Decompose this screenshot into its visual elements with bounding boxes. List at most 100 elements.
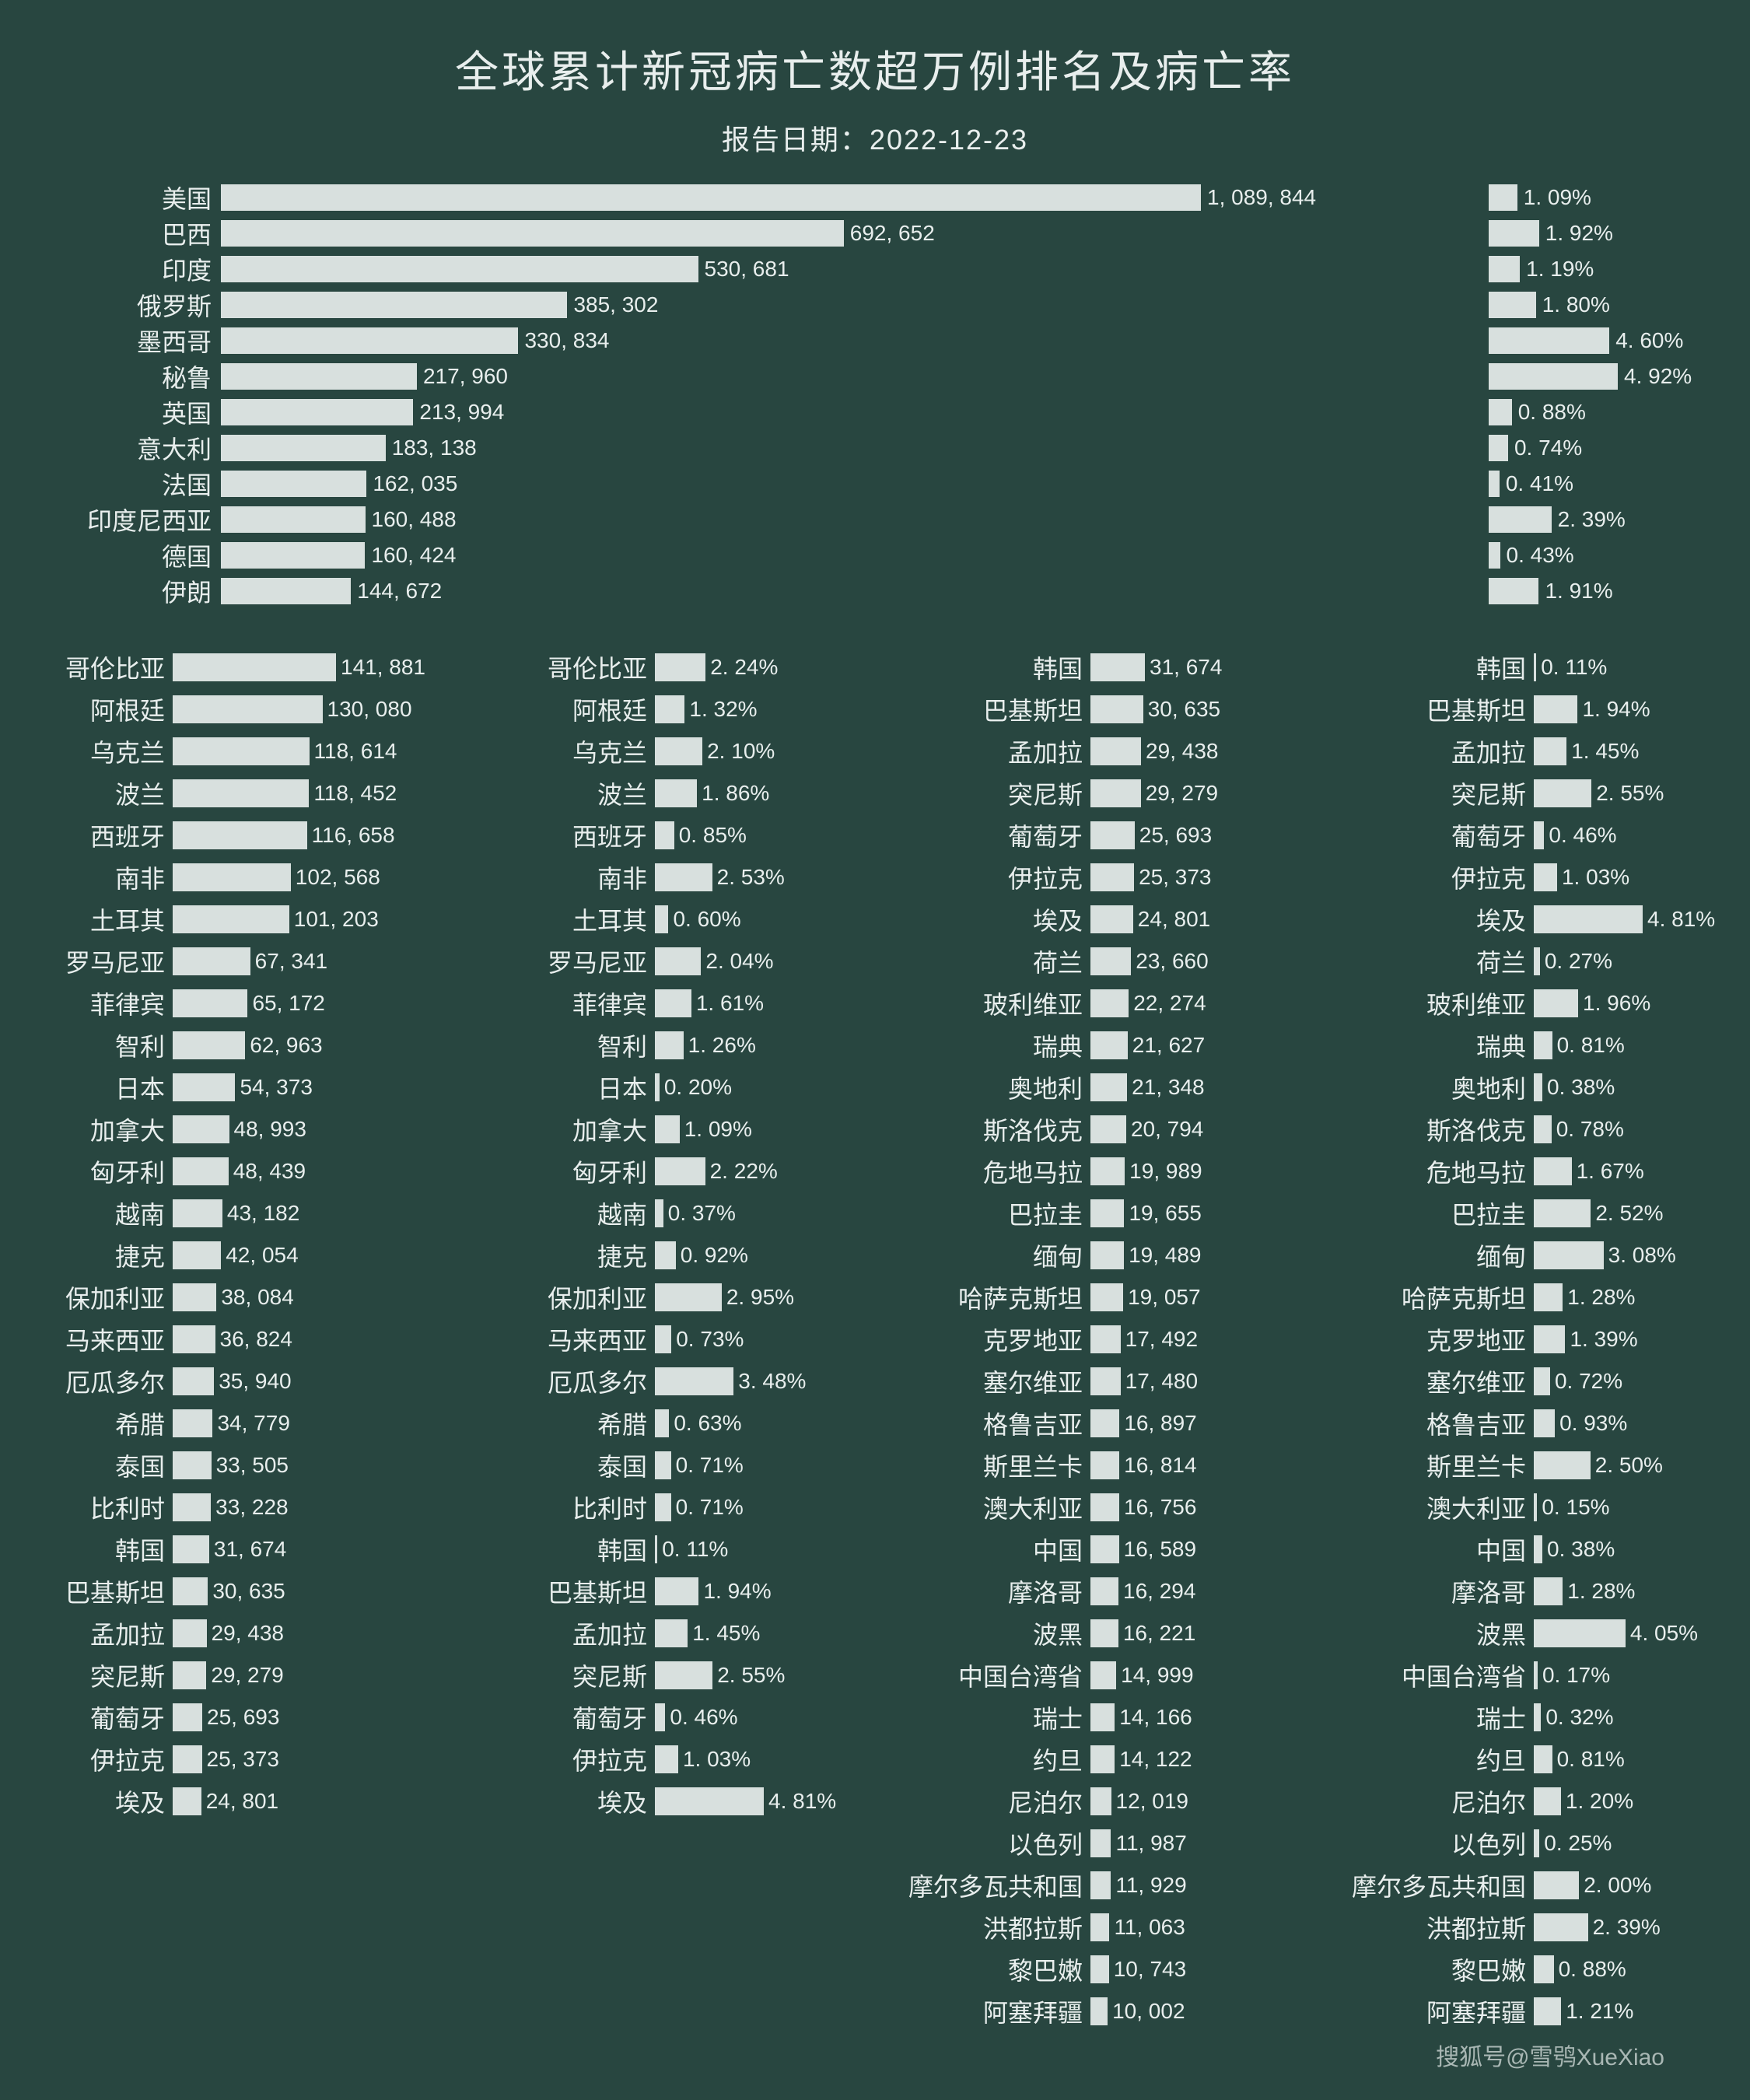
rate-bar xyxy=(1534,1871,1579,1899)
deaths-value: 692, 652 xyxy=(850,220,935,247)
rate-bar xyxy=(1489,578,1538,604)
deaths-bar xyxy=(173,1703,202,1731)
top-chart: 美国1, 089, 8441. 09%巴西692, 6521. 92%印度530… xyxy=(0,180,1750,609)
bottom-row: 约旦14, 122 xyxy=(834,1738,1262,1780)
rate-value: 0. 38% xyxy=(1547,1535,1615,1563)
country-label: 韩国 xyxy=(1262,649,1534,685)
rate-value: 0. 11% xyxy=(662,1535,728,1563)
rate-value: 1. 03% xyxy=(683,1745,751,1773)
country-label: 巴基斯坦 xyxy=(422,1573,655,1609)
country-label: 孟加拉 xyxy=(834,733,1090,769)
rate-bar xyxy=(1534,1535,1542,1563)
deaths-bar xyxy=(1090,653,1145,681)
rate-value: 2. 22% xyxy=(710,1157,778,1185)
country-label: 尼泊尔 xyxy=(834,1783,1090,1819)
rate-bar xyxy=(655,1493,671,1521)
rate-bar xyxy=(655,1031,684,1059)
deaths-value: 160, 424 xyxy=(371,542,456,569)
rate-value: 0. 85% xyxy=(679,821,747,849)
rate-bar xyxy=(1534,1451,1591,1479)
bottom-row: 中国台湾省14, 999 xyxy=(834,1654,1262,1696)
bottom-row: 比利时0. 71% xyxy=(422,1486,834,1528)
deaths-bar xyxy=(1090,1955,1109,1983)
deaths-bar xyxy=(1090,1493,1119,1521)
country-label: 墨西哥 xyxy=(37,323,221,359)
deaths-bar xyxy=(173,653,336,681)
country-label: 捷克 xyxy=(422,1237,655,1273)
top-row: 意大利183, 1380. 74% xyxy=(37,430,1713,466)
deaths-value: 385, 302 xyxy=(573,292,658,318)
rate-value: 1. 19% xyxy=(1526,256,1594,282)
deaths-bar xyxy=(173,1283,216,1311)
country-label: 罗马尼亚 xyxy=(23,943,173,979)
deaths-value: 25, 373 xyxy=(207,1745,279,1773)
country-label: 菲律宾 xyxy=(23,985,173,1021)
rate-value: 2. 39% xyxy=(1593,1913,1661,1941)
bottom-column: 哥伦比亚2. 24%阿根廷1. 32%乌克兰2. 10%波兰1. 86%西班牙0… xyxy=(422,646,834,2032)
deaths-value: 29, 279 xyxy=(211,1661,283,1689)
rate-value: 1. 94% xyxy=(703,1577,771,1605)
rate-bar xyxy=(1534,1913,1588,1941)
rate-bar xyxy=(1489,292,1536,318)
country-label: 阿根廷 xyxy=(422,691,655,727)
top-row: 俄罗斯385, 3021. 80% xyxy=(37,287,1713,323)
country-label: 罗马尼亚 xyxy=(422,943,655,979)
bottom-row: 克罗地亚1. 39% xyxy=(1262,1318,1720,1360)
deaths-bar xyxy=(221,220,844,247)
rate-bar xyxy=(655,1283,722,1311)
deaths-value: 14, 999 xyxy=(1121,1661,1193,1689)
deaths-bar xyxy=(221,184,1201,211)
rate-bar xyxy=(1534,1577,1563,1605)
country-label: 意大利 xyxy=(37,430,221,466)
deaths-bar xyxy=(173,1535,209,1563)
deaths-value: 213, 994 xyxy=(419,399,504,425)
bottom-row: 缅甸3. 08% xyxy=(1262,1234,1720,1276)
deaths-value: 162, 035 xyxy=(373,471,457,497)
deaths-bar xyxy=(1090,1283,1123,1311)
rate-value: 1. 92% xyxy=(1545,220,1613,247)
rate-value: 1. 32% xyxy=(689,695,757,723)
deaths-bar xyxy=(1090,1703,1115,1731)
rate-value: 1. 09% xyxy=(684,1115,752,1143)
deaths-value: 16, 756 xyxy=(1124,1493,1196,1521)
deaths-value: 130, 080 xyxy=(327,695,412,723)
bottom-row: 波黑4. 05% xyxy=(1262,1612,1720,1654)
country-label: 希腊 xyxy=(422,1405,655,1441)
bottom-row: 南非2. 53% xyxy=(422,856,834,898)
rate-bar xyxy=(655,1241,676,1269)
bottom-row: 埃及24, 801 xyxy=(23,1780,422,1822)
bottom-row: 哥伦比亚141, 881 xyxy=(23,646,422,688)
country-label: 乌克兰 xyxy=(422,733,655,769)
rate-value: 2. 10% xyxy=(707,737,775,765)
deaths-value: 530, 681 xyxy=(705,256,789,282)
rate-bar xyxy=(1489,471,1500,497)
country-label: 希腊 xyxy=(23,1405,173,1441)
rate-bar xyxy=(655,695,684,723)
deaths-bar xyxy=(173,1115,229,1143)
rate-bar xyxy=(655,1157,705,1185)
country-label: 保加利亚 xyxy=(23,1279,173,1315)
rate-value: 2. 52% xyxy=(1595,1199,1663,1227)
country-label: 约旦 xyxy=(834,1741,1090,1777)
deaths-bar xyxy=(173,779,309,807)
deaths-bar xyxy=(1090,1829,1111,1857)
rate-bar xyxy=(1534,737,1566,765)
country-label: 塞尔维亚 xyxy=(834,1363,1090,1399)
bottom-row: 荷兰0. 27% xyxy=(1262,940,1720,982)
bottom-column: 韩国31, 674巴基斯坦30, 635孟加拉29, 438突尼斯29, 279… xyxy=(834,646,1262,2032)
rate-bar xyxy=(1534,1325,1565,1353)
country-label: 孟加拉 xyxy=(422,1615,655,1651)
rate-bar xyxy=(655,947,701,975)
country-label: 巴拉圭 xyxy=(834,1195,1090,1231)
rate-value: 0. 25% xyxy=(1544,1829,1612,1857)
rate-bar xyxy=(1534,1073,1542,1101)
rate-value: 0. 46% xyxy=(670,1703,737,1731)
country-label: 突尼斯 xyxy=(422,1657,655,1693)
deaths-bar xyxy=(1090,1997,1108,2025)
deaths-bar xyxy=(173,1577,208,1605)
country-label: 波兰 xyxy=(23,775,173,811)
country-label: 伊拉克 xyxy=(1262,859,1534,895)
deaths-bar xyxy=(173,905,289,933)
deaths-bar xyxy=(173,1451,212,1479)
rate-value: 0. 63% xyxy=(674,1409,741,1437)
